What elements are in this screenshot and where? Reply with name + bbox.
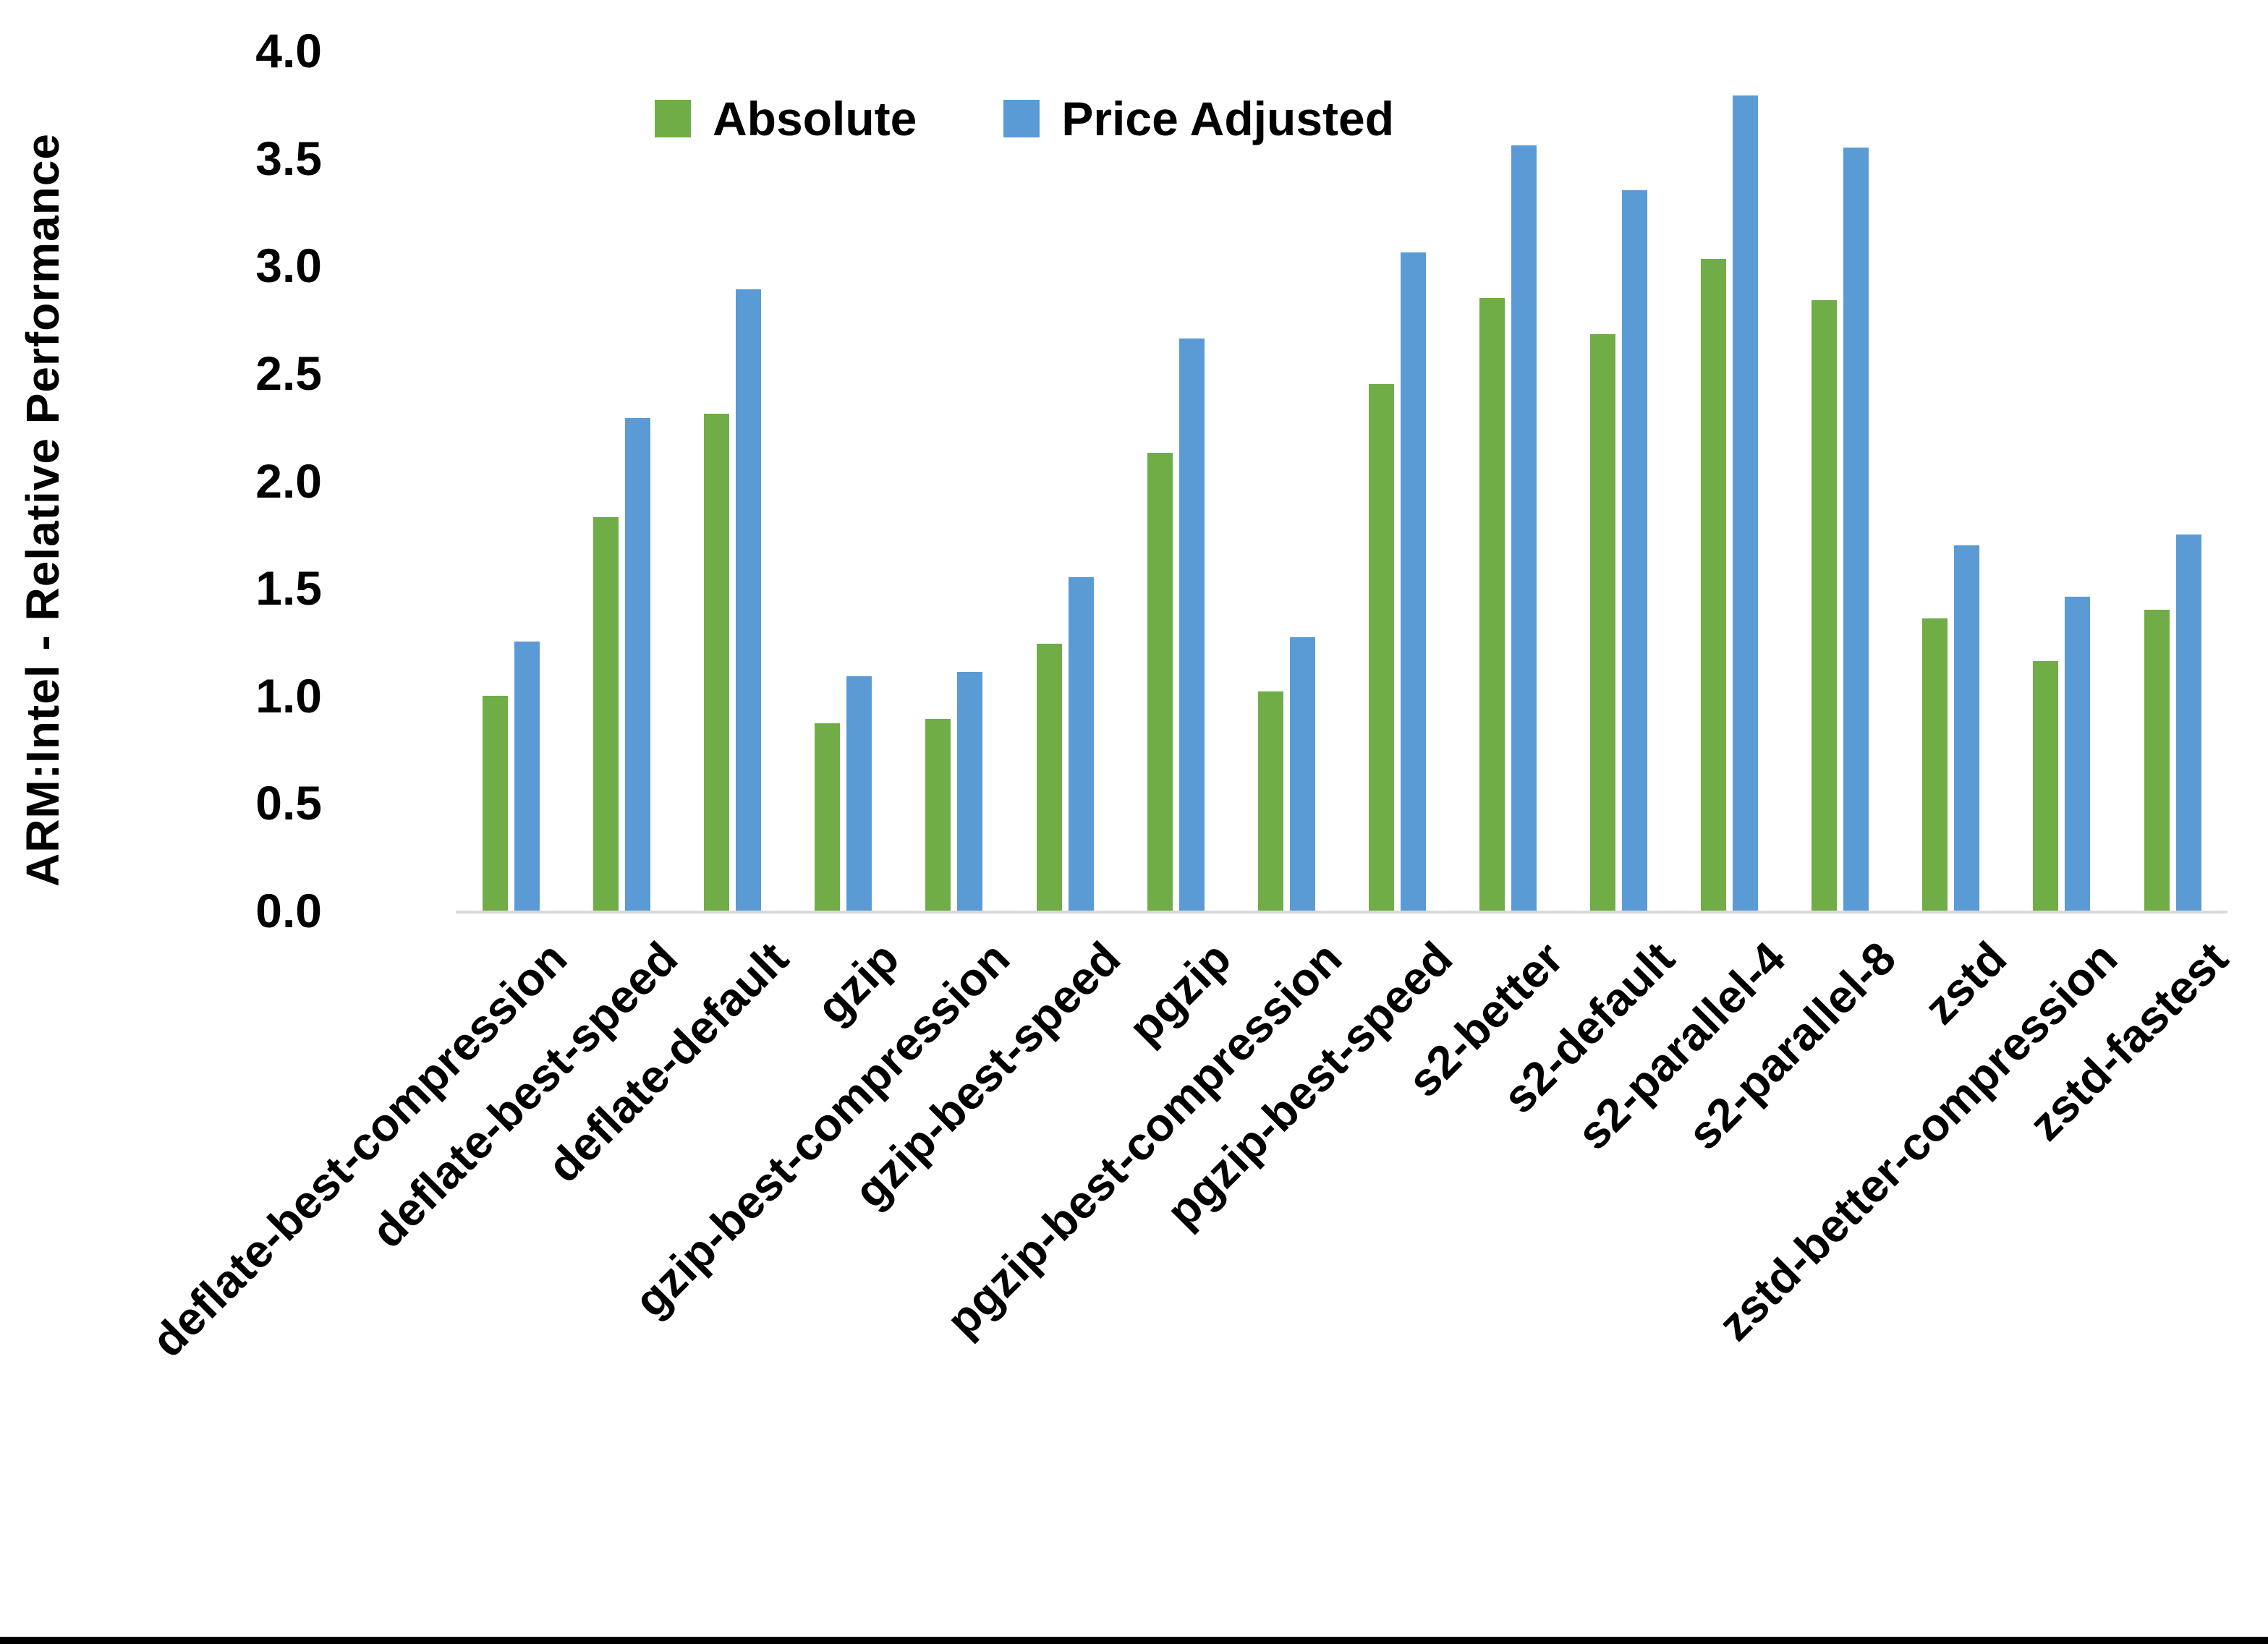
bar-price-adjusted-deflate-best-compression	[514, 642, 540, 911]
bar-price-adjusted-zstd	[1954, 545, 1980, 911]
y-tick-label-0.5: 0.5	[255, 776, 322, 830]
legend-label-price-adjusted: Price Adjusted	[1061, 92, 1395, 145]
bar-absolute-deflate-best-compression	[483, 695, 508, 911]
bar-price-adjusted-s2-parallel-8	[1843, 147, 1869, 911]
bar-absolute-zstd-better-compression	[2033, 661, 2059, 911]
bar-price-adjusted-pgzip-best-speed	[1400, 252, 1426, 911]
bar-price-adjusted-pgzip-best-compression	[1289, 637, 1315, 911]
y-tick-label-1.0: 1.0	[255, 668, 322, 723]
bar-absolute-gzip	[815, 723, 841, 911]
bar-absolute-pgzip	[1147, 452, 1173, 911]
bar-price-adjusted-gzip-best-compression	[957, 672, 983, 911]
bar-absolute-gzip-best-compression	[925, 719, 951, 911]
bar-absolute-deflate-default	[704, 414, 730, 911]
bar-absolute-pgzip-best-compression	[1257, 691, 1283, 911]
bar-absolute-gzip-best-speed	[1036, 644, 1062, 911]
bar-price-adjusted-s2-default	[1622, 190, 1647, 911]
y-tick-label-0.0: 0.0	[255, 884, 322, 937]
bar-price-adjusted-deflate-default	[736, 289, 762, 911]
bar-absolute-pgzip-best-speed	[1368, 383, 1394, 911]
bar-absolute-s2-better	[1479, 297, 1505, 911]
y-tick-label-4.0: 4.0	[255, 24, 322, 77]
bottom-border-bar	[0, 1637, 2268, 1644]
bar-absolute-deflate-best-speed	[593, 517, 619, 911]
y-tick-label-3.0: 3.0	[255, 239, 322, 293]
bar-absolute-s2-parallel-8	[1812, 299, 1838, 911]
legend-swatch-absolute	[655, 100, 691, 137]
bar-price-adjusted-pgzip	[1178, 338, 1205, 911]
bar-price-adjusted-deflate-best-speed	[625, 418, 651, 911]
legend-item-absolute: Absolute	[655, 91, 917, 146]
y-tick-label-1.5: 1.5	[255, 561, 322, 616]
bar-price-adjusted-gzip	[846, 676, 872, 911]
bar-price-adjusted-s2-better	[1511, 145, 1537, 911]
bar-price-adjusted-gzip-best-speed	[1068, 577, 1094, 911]
legend-swatch-price-adjusted	[1003, 100, 1040, 137]
bar-absolute-zstd	[1922, 618, 1948, 911]
bar-price-adjusted-zstd-better-compression	[2065, 597, 2091, 911]
y-tick-label-2.5: 2.5	[255, 346, 322, 400]
bar-absolute-s2-default	[1590, 334, 1615, 911]
x-axis-line	[456, 911, 2227, 913]
legend-label-absolute: Absolute	[713, 92, 917, 145]
y-tick-label-2.0: 2.0	[255, 453, 322, 508]
bar-price-adjusted-zstd-fastest	[2175, 534, 2201, 911]
legend: Absolute Price Adjusted	[655, 91, 1394, 146]
bar-absolute-s2-parallel-4	[1701, 259, 1727, 911]
bar-absolute-zstd-fastest	[2144, 609, 2170, 911]
bar-price-adjusted-s2-parallel-4	[1733, 95, 1759, 911]
legend-item-price-adjusted: Price Adjusted	[1003, 91, 1394, 146]
y-tick-label-3.5: 3.5	[255, 131, 322, 185]
